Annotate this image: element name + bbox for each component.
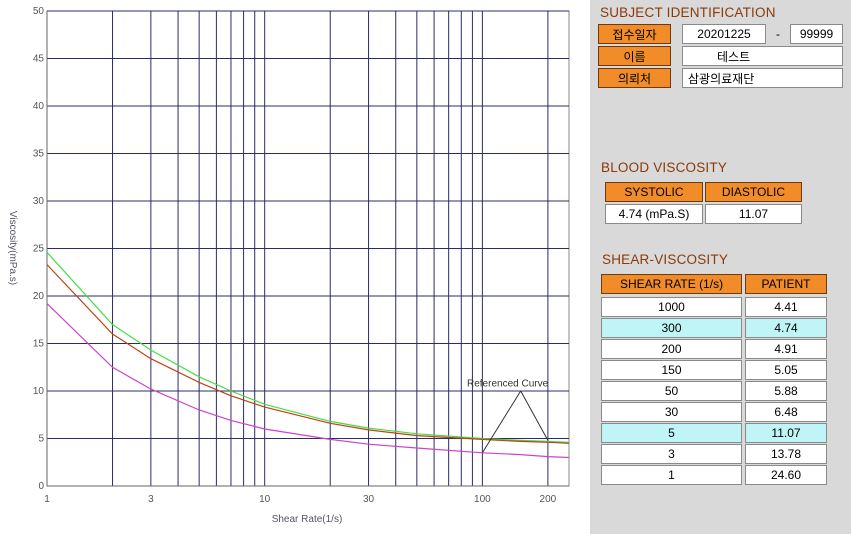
x-tick-label: 30: [363, 494, 375, 505]
x-tick-label: 100: [474, 494, 491, 505]
institution-label: 의뢰처: [598, 68, 671, 88]
shear-section-title: SHEAR-VISCOSITY: [602, 252, 729, 267]
shear-rate-header: SHEAR RATE (1/s): [601, 274, 742, 294]
diastolic-value: 11.07: [705, 204, 802, 224]
shear-rate-cell: 1: [601, 465, 742, 485]
shear-rate-cell: 3: [601, 444, 742, 464]
shear-rate-cell: 200: [601, 339, 742, 359]
institution-field[interactable]: 삼광의료재단: [682, 68, 843, 88]
name-field[interactable]: 테스트: [682, 46, 843, 66]
chart-svg: Referenced Curve 0 5 10 15 20 25 30 35 40 45 50 1 3 1…: [7, 6, 570, 525]
patient-viscosity-cell: 4.91: [745, 339, 827, 359]
y-tick-label: 10: [33, 386, 45, 397]
x-tick-label: 200: [540, 494, 557, 505]
y-tick-label: 50: [33, 6, 45, 17]
shear-rate-cell: 300: [601, 318, 742, 338]
reference-curve-upper: [46, 251, 570, 443]
y-tick-label: 35: [33, 149, 45, 160]
annotation-pointer: [481, 390, 522, 454]
diastolic-label: DIASTOLIC: [705, 182, 802, 202]
shear-rate-cell: 30: [601, 402, 742, 422]
receipt-separator: -: [776, 27, 780, 41]
shear-rate-cell: 50: [601, 381, 742, 401]
chart-ticks: 0 5 10 15 20 25 30 35 40 45 50 1 3 10 30 100 200: [33, 6, 557, 505]
patient-viscosity-cell: 4.74: [745, 318, 827, 338]
y-tick-label: 5: [38, 434, 44, 445]
y-tick-label: 25: [33, 244, 45, 255]
viscosity-chart: Referenced Curve 0 5 10 15 20 25 30 35 40 45 50 1 3 1…: [7, 6, 570, 525]
y-tick-label: 15: [33, 339, 45, 350]
receipt-date-field[interactable]: 20201225: [682, 24, 766, 44]
chart-annotation: Referenced Curve: [467, 378, 549, 454]
patient-viscosity-cell: 5.05: [745, 360, 827, 380]
x-tick-label: 10: [259, 494, 271, 505]
y-tick-label: 45: [33, 54, 45, 65]
y-tick-label: 0: [38, 481, 44, 492]
shear-rate-cell: 5: [601, 423, 742, 443]
chart-series: [46, 251, 570, 459]
patient-viscosity-cell: 24.60: [745, 465, 827, 485]
subject-section-title: SUBJECT IDENTIFICATION: [600, 5, 776, 20]
systolic-value: 4.74 (mPa.S): [605, 204, 703, 224]
patient-curve: [46, 303, 570, 459]
systolic-label: SYSTOLIC: [605, 182, 703, 202]
x-tick-label: 1: [44, 494, 50, 505]
patient-header: PATIENT: [745, 274, 827, 294]
name-label: 이름: [598, 46, 671, 66]
annotation-label: Referenced Curve: [467, 378, 549, 389]
info-panel: SUBJECT IDENTIFICATION 접수일자 20201225 - 9…: [590, 0, 851, 534]
annotation-pointer: [520, 390, 549, 441]
y-tick-label: 40: [33, 101, 45, 112]
y-tick-label: 30: [33, 196, 45, 207]
patient-viscosity-cell: 6.48: [745, 402, 827, 422]
patient-viscosity-cell: 11.07: [745, 423, 827, 443]
reference-curve-lower: [46, 264, 570, 444]
y-tick-label: 20: [33, 291, 45, 302]
patient-viscosity-cell: 13.78: [745, 444, 827, 464]
y-axis-title: Viscosity(mPa.s): [7, 211, 18, 285]
shear-rate-cell: 1000: [601, 297, 742, 317]
x-tick-label: 3: [148, 494, 154, 505]
blood-section-title: BLOOD VISCOSITY: [601, 160, 728, 175]
patient-viscosity-cell: 5.88: [745, 381, 827, 401]
x-axis-title: Shear Rate(1/s): [272, 514, 343, 525]
shear-rate-cell: 150: [601, 360, 742, 380]
receipt-date-label: 접수일자: [598, 24, 671, 44]
patient-viscosity-cell: 4.41: [745, 297, 827, 317]
receipt-number-field[interactable]: 99999: [790, 24, 843, 44]
chart-grid: [46, 10, 570, 487]
